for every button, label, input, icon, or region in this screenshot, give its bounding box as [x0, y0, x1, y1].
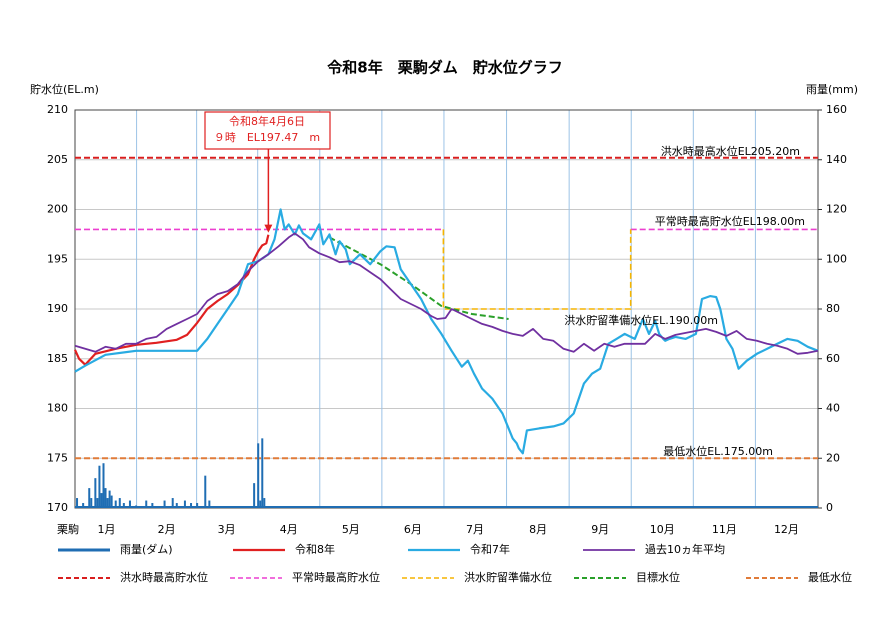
y2-tick-label: 40: [826, 402, 840, 415]
rain-bar: [261, 438, 264, 508]
rain-bar: [110, 495, 113, 508]
rain-bar: [94, 478, 97, 508]
rain-bar: [118, 498, 121, 508]
series-line: [74, 232, 819, 355]
rain-bar: [128, 500, 131, 508]
rain-bar: [114, 500, 117, 508]
rain-bar: [190, 503, 193, 508]
rain-bar: [96, 498, 99, 508]
x-tick-label: 6月: [404, 523, 422, 536]
rain-bar: [204, 475, 207, 508]
callout-text: 令和8年4月6日: [229, 114, 305, 128]
y2-tick-label: 160: [826, 103, 847, 116]
series-line: [442, 229, 632, 310]
rain-bar: [108, 490, 111, 508]
y2-tick-label: 60: [826, 352, 840, 365]
rain-bar: [98, 465, 101, 508]
chart-title: 令和8年 栗駒ダム 貯水位グラフ: [327, 59, 562, 77]
rain-bar: [257, 443, 260, 508]
legend-label: 過去10ヵ年平均: [645, 542, 725, 556]
rain-bar: [263, 498, 266, 508]
x-tick-label: 10月: [650, 523, 675, 536]
y-tick-label: 185: [47, 352, 68, 365]
reference-label: 最低水位EL.175.00m: [663, 445, 773, 458]
legend-label: 洪水貯留準備水位: [464, 570, 552, 584]
legend-label: 雨量(ダム): [120, 542, 173, 556]
y2-tick-label: 140: [826, 153, 847, 166]
legend-label: 令和7年: [470, 542, 510, 556]
y2-tick-label: 20: [826, 451, 840, 464]
y2-tick-label: 100: [826, 252, 847, 265]
legend-label: 最低水位: [808, 571, 852, 584]
x-tick-label: 9月: [591, 523, 609, 536]
rain-bar: [102, 463, 105, 508]
callout-box: [204, 111, 331, 150]
rain-bar: [82, 503, 85, 508]
y-tick-label: 195: [47, 252, 68, 265]
series-line: [73, 234, 270, 366]
y-tick-label: 170: [47, 501, 68, 514]
legend-label: 平常時最高貯水位: [292, 570, 380, 584]
y-tick-label: 210: [47, 103, 68, 116]
rain-bar: [106, 498, 109, 508]
rain-bar: [208, 500, 211, 508]
y2-tick-label: 120: [826, 203, 847, 216]
reference-label: 平常時最高貯水位EL198.00m: [655, 214, 805, 228]
legend-label: 目標水位: [636, 570, 680, 584]
rain-bar: [171, 498, 174, 508]
y2-tick-label: 0: [826, 501, 833, 514]
rain-bar: [151, 503, 154, 508]
rain-bar: [90, 498, 93, 508]
rain-bar: [122, 503, 125, 508]
callout-arrowhead: [264, 224, 273, 233]
y-tick-label: 180: [47, 402, 68, 415]
x-tick-label: 12月: [774, 523, 799, 536]
x-tick-label: 5月: [342, 523, 360, 536]
rain-bar: [259, 500, 262, 508]
x-tick-label: 1月: [98, 523, 116, 536]
rain-bar: [183, 500, 186, 508]
y-axis-label: 貯水位(EL.m): [30, 83, 99, 96]
x-tick-label: 8月: [529, 523, 547, 536]
legend-label: 令和8年: [295, 542, 335, 556]
y2-axis-label: 雨量(mm): [806, 83, 858, 96]
rain-bar: [76, 498, 79, 508]
x-tick-label: 11月: [712, 523, 737, 536]
series-line: [74, 208, 819, 455]
rain-bar: [145, 500, 148, 508]
x-tick-label: 2月: [158, 523, 176, 536]
legend-label: 洪水時最高貯水位: [120, 570, 208, 584]
rain-bar: [163, 500, 166, 508]
y2-tick-label: 80: [826, 302, 840, 315]
rain-bar: [196, 503, 199, 508]
callout-text: ９時 EL197.47 m: [214, 131, 320, 144]
x-axis-label: 栗駒: [57, 523, 79, 536]
rain-bar: [104, 488, 107, 508]
y-tick-label: 175: [47, 451, 68, 464]
x-tick-label: 7月: [466, 523, 484, 536]
rain-bar: [175, 503, 178, 508]
x-tick-label: 3月: [218, 523, 236, 536]
x-tick-label: 4月: [280, 523, 298, 536]
series-line: [329, 236, 509, 320]
y-tick-label: 190: [47, 302, 68, 315]
rain-bar: [88, 488, 91, 508]
y-tick-label: 200: [47, 203, 68, 216]
rain-bar: [100, 493, 103, 508]
reference-label: 洪水貯留準備水位EL.190.00m: [564, 313, 718, 327]
reference-label: 洪水時最高水位EL205.20m: [661, 144, 800, 158]
y-tick-label: 205: [47, 153, 68, 166]
rain-bar: [253, 483, 256, 508]
